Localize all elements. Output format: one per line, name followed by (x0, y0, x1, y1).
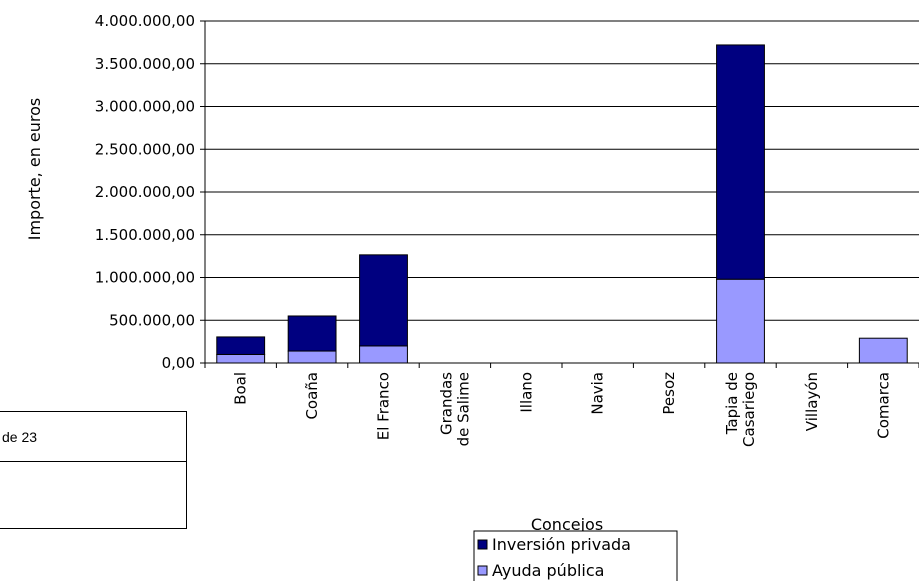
y-tick-labels: 0,00 500.000,00 1.000.000,00 1.500.000,00 2.… (95, 12, 195, 372)
x-axis-title: Concejos (531, 515, 603, 534)
x-tick-label: Comarca (874, 372, 892, 439)
y-axis-title: Importe, en euros (25, 98, 44, 241)
y-tick-label: 0,00 (162, 354, 195, 372)
x-tick-label: Pesoz (660, 372, 678, 415)
side-box-text: de 23 (0, 412, 186, 462)
legend-label-inversion-privada: Inversión privada (492, 535, 631, 554)
bar-segment-ayuda-publica (216, 353, 266, 364)
bar-segment-inversion-privada (359, 254, 408, 347)
bar-segment-inversion-privada (716, 44, 765, 280)
y-tick-label: 3.500.000,00 (95, 55, 195, 73)
x-tick-label: Boal (232, 372, 250, 405)
legend-label-ayuda-publica: Ayuda pública (492, 561, 604, 580)
y-tick-label: 1.500.000,00 (95, 226, 195, 244)
x-tick-label: Coaña (303, 372, 321, 420)
x-tick-label: de Salime (454, 372, 472, 446)
bars (216, 44, 908, 364)
legend-box (473, 530, 678, 581)
legend: Inversión privada Ayuda pública (473, 530, 678, 581)
gridlines (205, 20, 919, 321)
x-tick-labels: Boal Coaña El Franco Grandas de Salime Illano… (232, 372, 893, 447)
y-tick-label: 2.500.000,00 (95, 140, 195, 158)
y-tick-label: 500.000,00 (109, 311, 195, 329)
axes (200, 20, 919, 368)
y-tick-label: 4.000.000,00 (95, 12, 195, 30)
x-tick-label: Grandas (437, 372, 455, 435)
x-tick-label: Villayón (803, 372, 821, 431)
x-tick-label: El Franco (375, 372, 393, 440)
bar-segment-ayuda-publica (858, 337, 908, 364)
bar-segment-inversion-privada (287, 315, 337, 352)
side-box: de 23 (0, 411, 187, 529)
legend-swatch-ayuda-publica (477, 565, 488, 576)
x-tick-label: Tapia de (723, 372, 741, 435)
bar-segment-ayuda-publica (716, 278, 765, 364)
bar-segment-ayuda-publica (359, 345, 408, 364)
bar-segment-ayuda-publica (287, 350, 337, 364)
y-tick-label: 2.000.000,00 (95, 183, 195, 201)
x-tick-label: Illano (517, 372, 535, 413)
x-tick-label: Navia (589, 372, 607, 415)
y-tick-label: 1.000.000,00 (95, 269, 195, 287)
bar-segment-inversion-privada (216, 336, 266, 355)
y-tick-label: 3.000.000,00 (95, 98, 195, 116)
legend-swatch-inversion-privada (477, 539, 488, 550)
x-tick-label: Casariego (740, 372, 758, 447)
